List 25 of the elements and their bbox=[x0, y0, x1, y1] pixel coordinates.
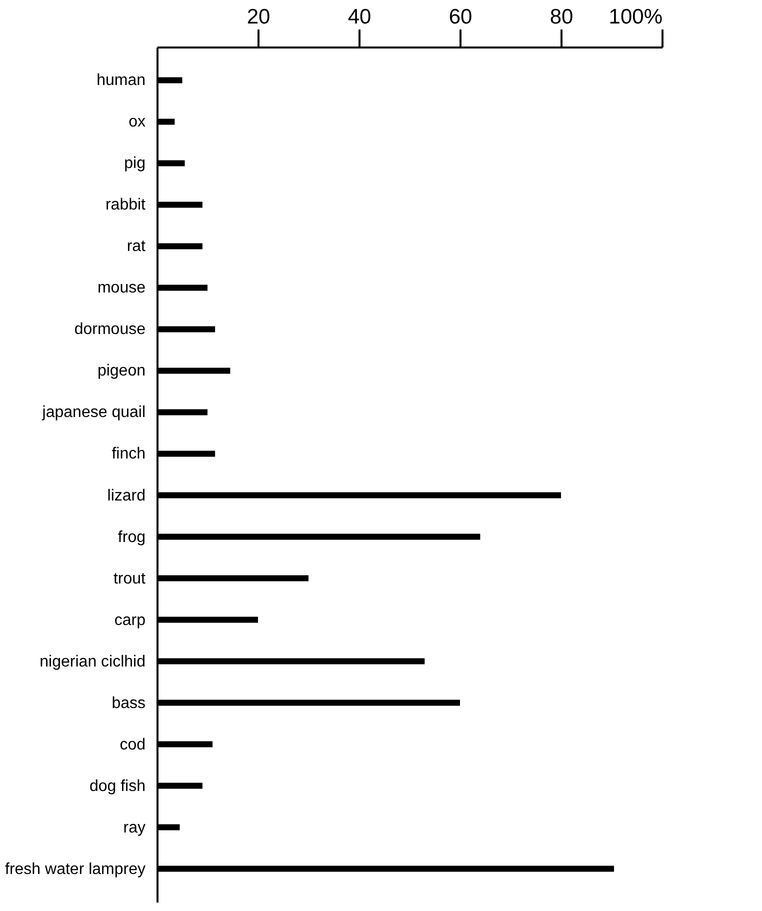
y-tick-label: japanese quail bbox=[41, 404, 146, 422]
y-tick-label: pig bbox=[124, 155, 146, 172]
y-tick-label: lizard bbox=[107, 487, 146, 504]
y-tick-label: trout bbox=[113, 570, 146, 588]
y-tick-label: rabbit bbox=[105, 196, 146, 214]
y-tick-label: bass bbox=[112, 694, 146, 712]
y-tick-label: nigerian ciclhid bbox=[40, 653, 146, 670]
x-tick-label: 60 bbox=[448, 6, 472, 28]
y-tick-label: frog bbox=[118, 528, 146, 546]
y-tick-label: human bbox=[96, 72, 146, 90]
x-tick-label: 100% bbox=[608, 6, 662, 28]
y-tick-label: ray bbox=[123, 819, 146, 836]
y-tick-label: carp bbox=[114, 612, 146, 629]
y-tick-label: fresh water lamprey bbox=[5, 860, 146, 878]
y-tick-label: dormouse bbox=[74, 321, 146, 338]
y-tick-label: ox bbox=[128, 114, 146, 131]
y-tick-label: pigeon bbox=[97, 362, 146, 380]
y-tick-label: dog fish bbox=[89, 778, 146, 795]
x-tick-label: 40 bbox=[348, 6, 372, 28]
y-tick-label: mouse bbox=[97, 280, 146, 297]
x-tick-label: 20 bbox=[246, 6, 270, 28]
x-tick-label: 80 bbox=[550, 6, 574, 28]
y-tick-label: cod bbox=[120, 736, 146, 754]
y-tick-label: finch bbox=[112, 446, 146, 463]
y-tick-label: rat bbox=[126, 238, 146, 256]
